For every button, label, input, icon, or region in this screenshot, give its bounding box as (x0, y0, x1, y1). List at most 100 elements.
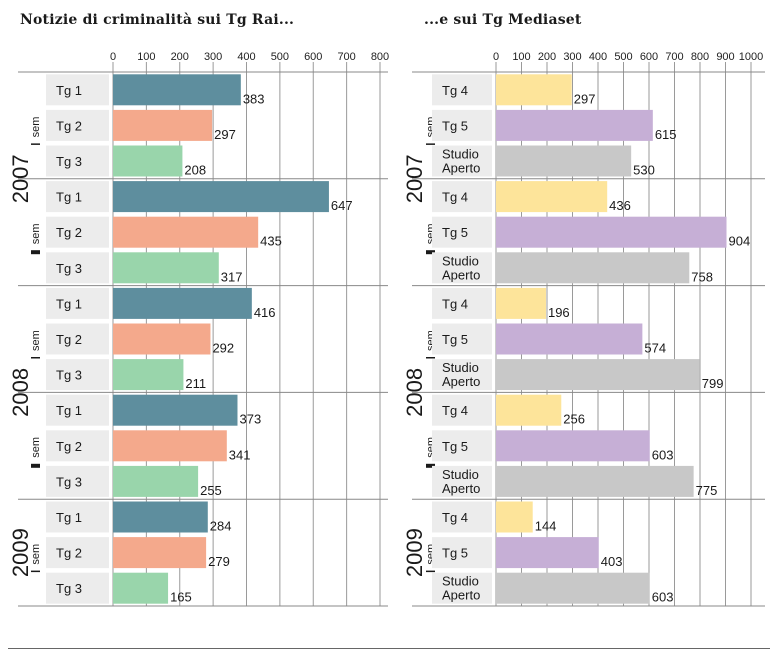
bar-value-label: 574 (644, 341, 666, 356)
bar-value-label: 436 (609, 198, 631, 213)
bar-value-label: 256 (563, 412, 585, 427)
bar-label: Tg 5 (442, 225, 468, 240)
semester-marker-I (426, 143, 435, 145)
bar-label: Tg 3 (56, 154, 82, 169)
bar (496, 537, 599, 569)
bar-label: Studio Aperto (442, 360, 480, 389)
bar (496, 394, 562, 426)
bar (496, 501, 533, 533)
bar (113, 323, 211, 355)
bar (113, 181, 329, 213)
bar-value-label: 317 (221, 269, 243, 284)
bar (113, 465, 199, 497)
bar (113, 287, 252, 319)
x-tick-label: 600 (640, 51, 658, 63)
bar-value-label: 758 (691, 269, 713, 284)
bar (113, 430, 227, 462)
x-tick-label: 100 (512, 51, 530, 63)
bar-label: Tg 4 (442, 190, 468, 205)
bar (496, 572, 650, 604)
bar-label-cell (432, 145, 492, 177)
bar (113, 74, 241, 106)
bar-label: Tg 1 (56, 190, 82, 205)
semester-marker-I (31, 570, 40, 573)
bar-value-label: 383 (243, 91, 265, 106)
year-label: 2007 (402, 154, 427, 203)
bar-value-label: 647 (331, 198, 353, 213)
bar (496, 323, 643, 355)
bar (496, 145, 632, 177)
semester-marker-II (31, 250, 40, 255)
semester-marker-I (426, 570, 435, 573)
semester-marker-I (31, 143, 40, 145)
bar-value-label: 165 (170, 590, 192, 605)
bar-label: Tg 4 (442, 403, 468, 418)
bar-label: Tg 5 (442, 546, 468, 561)
bar (496, 430, 650, 462)
semester-label: sem (30, 117, 42, 138)
bar-label-cell (46, 252, 109, 284)
bar-value-label: 196 (548, 305, 570, 320)
bar-value-label: 603 (652, 447, 674, 462)
semester-marker-II (426, 250, 435, 255)
bar-label-cell (46, 501, 109, 533)
bar-label: Tg 2 (56, 332, 82, 347)
year-label: 2008 (8, 368, 33, 417)
semester-marker-I (426, 357, 435, 359)
bar-label: Tg 5 (442, 118, 468, 133)
bar-label: Tg 1 (56, 83, 82, 98)
bar-label: Tg 4 (442, 83, 468, 98)
x-tick-label: 900 (716, 51, 734, 63)
x-tick-label: 400 (589, 51, 607, 63)
bar-value-label: 530 (633, 163, 655, 178)
bar-label-cell (46, 74, 109, 106)
bar-value-label: 208 (184, 163, 206, 178)
x-tick-label: 400 (237, 51, 255, 63)
bar-label: Tg 3 (56, 368, 82, 383)
year-label: 2009 (402, 528, 427, 577)
bar-value-label: 615 (655, 127, 677, 142)
bar-label-cell (432, 109, 492, 141)
bar-value-label: 904 (729, 234, 751, 249)
bar-label-cell (46, 109, 109, 141)
x-tick-label: 300 (204, 51, 222, 63)
bar-value-label: 144 (535, 519, 557, 534)
bar-label: Studio Aperto (442, 574, 480, 603)
x-tick-label: 500 (271, 51, 289, 63)
bar-value-label: 373 (239, 412, 261, 427)
x-tick-label: 800 (691, 51, 709, 63)
x-tick-label: 100 (137, 51, 155, 63)
bar-label-cell (46, 430, 109, 462)
bar-label-cell (432, 359, 492, 391)
bar (496, 465, 694, 497)
bar-label: Studio Aperto (442, 467, 480, 496)
x-tick-label: 200 (171, 51, 189, 63)
bar (113, 501, 208, 533)
bar-value-label: 799 (702, 376, 724, 391)
bar-label: Tg 5 (442, 332, 468, 347)
bar (113, 359, 184, 391)
bar (113, 252, 219, 284)
bar (113, 216, 259, 248)
bar-label: Tg 1 (56, 403, 82, 418)
bar-label-cell (46, 572, 109, 604)
bar-label-cell (46, 465, 109, 497)
bar (496, 216, 727, 248)
bar-label-cell (46, 537, 109, 569)
x-tick-label: 1000 (739, 51, 763, 63)
bar-label: Tg 1 (56, 510, 82, 525)
bar-value-label: 775 (696, 483, 718, 498)
x-tick-label: 800 (371, 51, 389, 63)
year-label: 2007 (8, 154, 33, 203)
bar-value-label: 435 (260, 234, 282, 249)
bar-label-cell (46, 394, 109, 426)
bar (113, 109, 213, 141)
chart-title-rai: Notizie di criminalità sui Tg Rai... (20, 12, 295, 28)
bar-value-label: 416 (254, 305, 276, 320)
bar (113, 572, 169, 604)
semester-label: sem (30, 223, 42, 244)
bar-label: Tg 2 (56, 439, 82, 454)
bar (496, 109, 653, 141)
bar (113, 537, 207, 569)
